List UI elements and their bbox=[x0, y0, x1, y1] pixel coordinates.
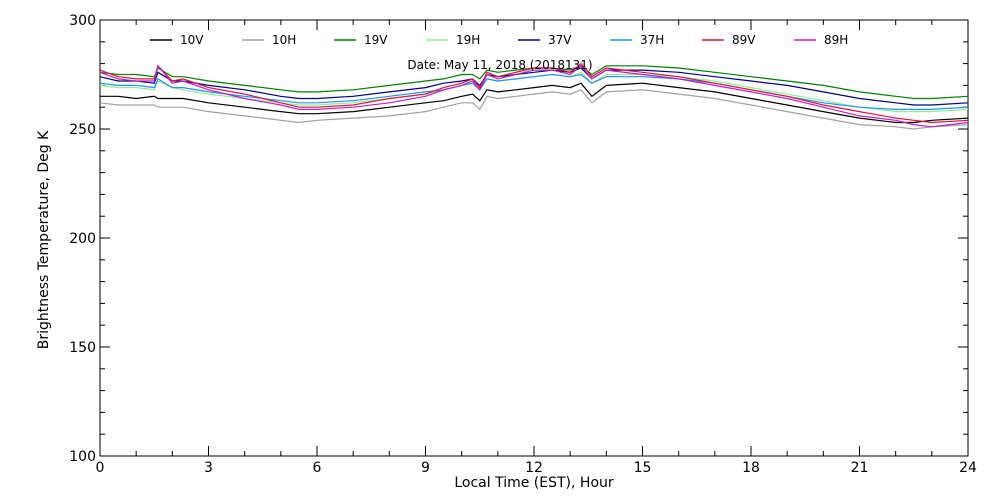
series-lines bbox=[99, 62, 969, 130]
y-tick-label: 150 bbox=[69, 340, 96, 356]
x-tick-label: 0 bbox=[96, 460, 105, 476]
y-tick-label: 200 bbox=[69, 231, 96, 247]
legend-label-10v: 10V bbox=[180, 33, 204, 47]
legend-label-10h: 10H bbox=[272, 33, 296, 47]
legend-label-19v: 19V bbox=[364, 33, 388, 47]
legend-label-37v: 37V bbox=[548, 33, 572, 47]
y-axis-title: Brightness Temperature, Deg K bbox=[36, 130, 52, 349]
x-tick-label: 9 bbox=[421, 460, 430, 476]
y-tick-label: 100 bbox=[69, 449, 96, 465]
x-axis-title: Local Time (EST), Hour bbox=[454, 475, 614, 491]
legend-label-37h: 37H bbox=[640, 33, 664, 47]
date-annotation: Date: May 11, 2018 (2018131) bbox=[407, 58, 592, 72]
series-line-19v bbox=[99, 65, 969, 100]
x-tick-label: 3 bbox=[204, 460, 213, 476]
x-tick-label: 21 bbox=[851, 460, 869, 476]
series-line-10h bbox=[99, 89, 969, 130]
x-tick-label: 24 bbox=[959, 460, 977, 476]
axis-tick-labels: 0 3 6 9 12 15 18 21 24 100 150 200 250 300 bbox=[69, 13, 977, 476]
x-tick-label: 15 bbox=[634, 460, 652, 476]
plot-frame bbox=[99, 19, 969, 457]
legend-label-89h: 89H bbox=[824, 33, 848, 47]
x-tick-label: 18 bbox=[742, 460, 760, 476]
legend: 10V 10H 19V 19H 37V 37H 89V 89H bbox=[150, 33, 848, 47]
series-line-10v bbox=[100, 82, 969, 124]
series-line-37v bbox=[99, 67, 969, 106]
series-line-89h bbox=[99, 64, 969, 128]
series-line-89v bbox=[99, 62, 969, 124]
y-tick-label: 300 bbox=[69, 13, 96, 29]
x-tick-label: 12 bbox=[525, 460, 543, 476]
y-tick-label: 250 bbox=[69, 122, 96, 138]
legend-label-89v: 89V bbox=[732, 33, 756, 47]
x-tick-label: 6 bbox=[313, 460, 322, 476]
axis-ticks bbox=[99, 19, 969, 457]
legend-label-19h: 19H bbox=[456, 33, 480, 47]
